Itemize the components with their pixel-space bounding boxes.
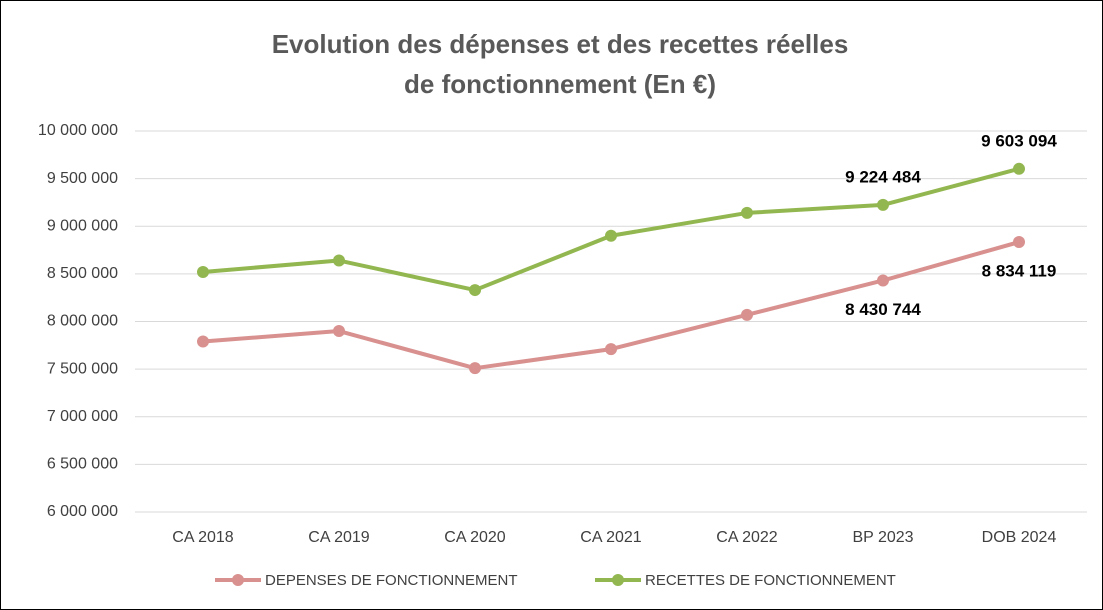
y-tick-label: 6 500 000 <box>47 456 118 473</box>
data-point <box>333 254 345 267</box>
data-point <box>605 343 617 356</box>
data-point <box>877 274 889 287</box>
data-label: 8 834 119 <box>982 262 1057 281</box>
legend-label: DEPENSES DE FONCTIONNEMENT <box>265 572 518 589</box>
y-tick-label: 7 000 000 <box>47 408 118 425</box>
x-tick-label: DOB 2024 <box>982 529 1057 546</box>
y-tick-label: 6 000 000 <box>47 503 118 520</box>
x-tick-label: CA 2021 <box>580 529 641 546</box>
data-point <box>741 308 753 321</box>
legend-marker <box>612 574 624 586</box>
y-tick-label: 10 000 000 <box>38 122 118 139</box>
data-label: 9 603 094 <box>981 131 1057 150</box>
chart-title: de fonctionnement (En €) <box>404 69 716 99</box>
data-point <box>1013 236 1025 249</box>
data-point <box>197 265 209 278</box>
x-tick-label: CA 2020 <box>444 529 505 546</box>
data-point <box>197 335 209 348</box>
y-tick-label: 9 000 000 <box>47 217 118 234</box>
data-point <box>469 362 481 375</box>
y-tick-label: 8 500 000 <box>47 265 118 282</box>
legend-label: RECETTES DE FONCTIONNEMENT <box>645 572 896 589</box>
x-tick-label: CA 2018 <box>172 529 233 546</box>
data-point <box>877 198 889 211</box>
y-tick-label: 7 500 000 <box>47 360 118 377</box>
x-tick-label: CA 2019 <box>308 529 369 546</box>
data-point <box>741 206 753 219</box>
legend-marker <box>232 574 244 586</box>
chart-title: Evolution des dépenses et des recettes r… <box>272 29 849 59</box>
data-point <box>605 229 617 242</box>
data-label: 9 224 484 <box>845 167 921 186</box>
data-point <box>333 325 345 338</box>
y-tick-label: 8 000 000 <box>47 313 118 330</box>
data-label: 8 430 744 <box>845 300 921 319</box>
x-tick-label: BP 2023 <box>852 529 913 546</box>
x-tick-label: CA 2022 <box>716 529 777 546</box>
y-tick-label: 9 500 000 <box>47 170 118 187</box>
data-point <box>1013 162 1025 175</box>
data-point <box>469 284 481 297</box>
